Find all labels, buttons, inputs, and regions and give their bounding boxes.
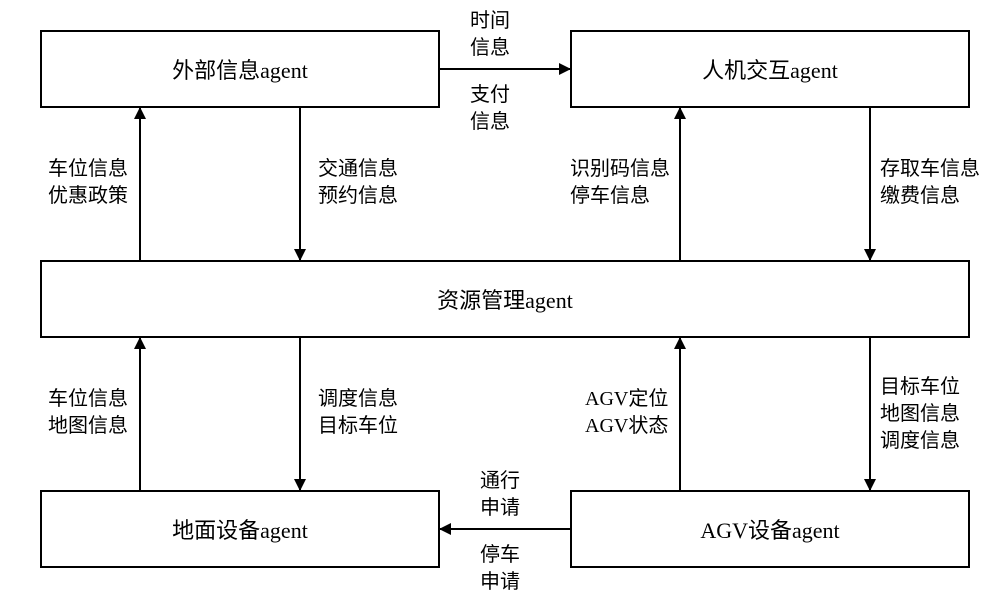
edge-label: 时间 信息 [470, 8, 510, 62]
edge-label: AGV定位 AGV状态 [585, 386, 668, 440]
diagram-stage: 外部信息agent 人机交互agent 资源管理agent 地面设备agent … [0, 0, 1000, 596]
node-hci-agent: 人机交互agent [570, 30, 970, 108]
edge-label: 存取车信息 缴费信息 [880, 156, 980, 210]
edge-label: 车位信息 地图信息 [48, 386, 128, 440]
node-ground-equipment-agent: 地面设备agent [40, 490, 440, 568]
node-label: 资源管理agent [437, 283, 573, 315]
node-agv-equipment-agent: AGV设备agent [570, 490, 970, 568]
edge-label: 通行 申请 [480, 468, 520, 522]
edge-label: 停车 申请 [480, 542, 520, 596]
node-label: 人机交互agent [702, 53, 838, 85]
node-resource-mgmt-agent: 资源管理agent [40, 260, 970, 338]
edge-label: 车位信息 优惠政策 [48, 156, 128, 210]
node-label: 外部信息agent [172, 53, 308, 85]
node-label: AGV设备agent [700, 513, 839, 545]
node-external-info-agent: 外部信息agent [40, 30, 440, 108]
edge-label: 识别码信息 停车信息 [570, 156, 670, 210]
edge-label: 调度信息 目标车位 [318, 386, 398, 440]
edge-label: 交通信息 预约信息 [318, 156, 398, 210]
node-label: 地面设备agent [172, 513, 308, 545]
edge-label: 支付 信息 [470, 82, 510, 136]
edge-label: 目标车位 地图信息 调度信息 [880, 374, 960, 455]
